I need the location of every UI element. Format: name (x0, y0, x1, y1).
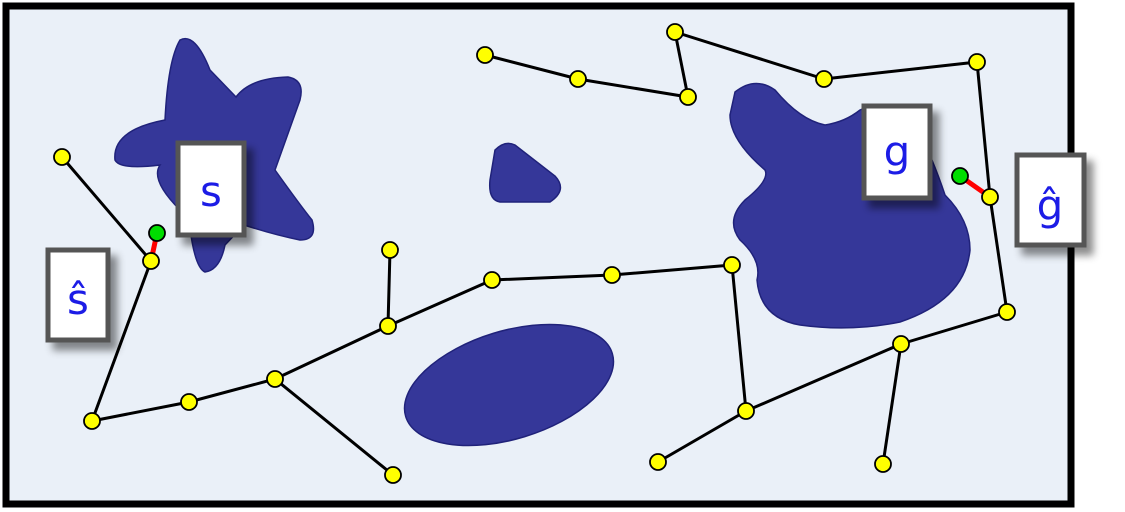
roadmap-edge (490, 273, 614, 282)
roadmap-node (815, 70, 833, 88)
label-start-hat-text: ŝ (67, 275, 89, 324)
roadmap-edge (730, 263, 748, 413)
roadmap-node (266, 370, 284, 388)
roadmap-edge (576, 77, 690, 99)
roadmap-edge (673, 30, 826, 81)
roadmap-edge (187, 377, 277, 404)
roadmap-node (968, 53, 986, 71)
roadmap-edge (899, 310, 1009, 346)
roadmap-node (53, 148, 71, 166)
roadmap-edge (90, 400, 191, 423)
roadmap-node (142, 252, 160, 270)
roadmap-edge (881, 342, 903, 466)
roadmap-node (603, 266, 621, 284)
roadmap-node (384, 466, 402, 484)
roadmap-edge (822, 60, 979, 81)
roadmap-edge (744, 342, 903, 413)
roadmap-edge (386, 278, 494, 328)
roadmap-node (723, 256, 741, 274)
roadmap-edge (60, 155, 153, 263)
label-goal: g (861, 103, 933, 201)
roadmap-node (649, 453, 667, 471)
start-point (148, 224, 166, 242)
roadmap-node (83, 412, 101, 430)
roadmap-edges (60, 30, 1009, 477)
roadmap-node (737, 402, 755, 420)
small-obstacle (488, 142, 562, 203)
roadmap-edge (610, 263, 734, 277)
roadmap-node (476, 46, 494, 64)
roadmap-node (892, 335, 910, 353)
roadmap-edge (386, 248, 392, 328)
roadmap-node (381, 241, 399, 259)
roadmap-edge (988, 195, 1009, 314)
roadmap-edge (483, 53, 580, 81)
roadmap-edge (656, 409, 748, 464)
roadmap-nodes (53, 23, 1016, 484)
roadmap-node (874, 455, 892, 473)
roadmap-edge (673, 30, 690, 99)
roadmap-node (998, 303, 1016, 321)
roadmap-node (379, 317, 397, 335)
goal-point (951, 167, 969, 185)
roadmap-edge (975, 60, 992, 199)
roadmap-node (666, 23, 684, 41)
label-start-hat: ŝ (45, 247, 111, 343)
roadmap-edge (273, 324, 390, 381)
roadmap-edge (273, 377, 395, 477)
label-start: s (175, 140, 247, 238)
roadmap-node (180, 393, 198, 411)
roadmap-node (483, 271, 501, 289)
label-goal-text: g (884, 127, 911, 176)
label-start-text: s (200, 167, 222, 216)
label-goal-hat: ĝ (1014, 152, 1087, 248)
label-goal-hat-text: ĝ (1037, 181, 1064, 230)
ellipse-obstacle (403, 323, 615, 447)
roadmap-node (679, 88, 697, 106)
roadmap-node (981, 188, 999, 206)
roadmap-node (569, 70, 587, 88)
roadmap-edge (90, 259, 153, 423)
